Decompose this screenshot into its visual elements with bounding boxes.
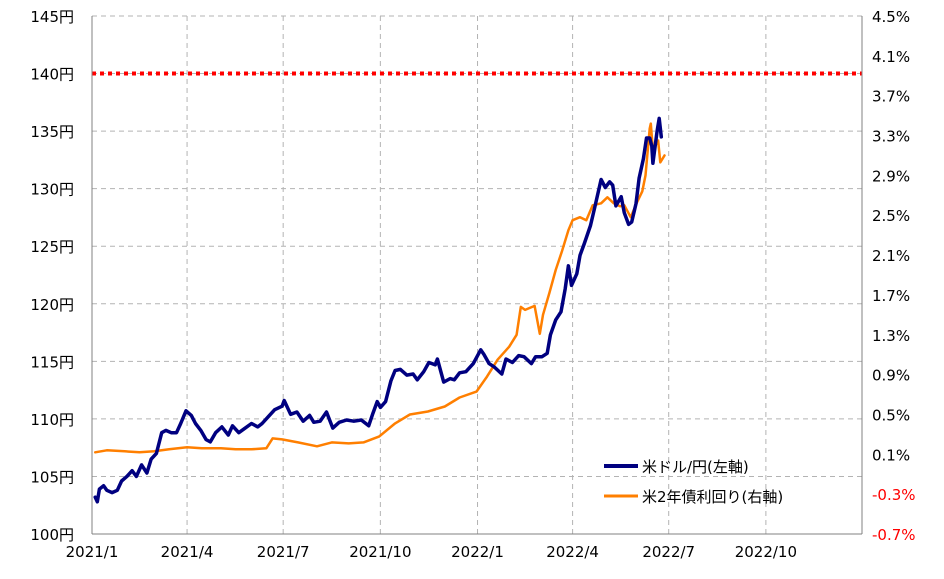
left-tick-label: 130円 xyxy=(30,181,74,199)
x-tick-label: 2022/7 xyxy=(642,543,695,561)
right-tick-label: 0.5% xyxy=(872,406,910,424)
right-tick-label: 0.1% xyxy=(872,446,910,464)
left-tick-label: 115円 xyxy=(30,353,74,371)
right-tick-label: 4.5% xyxy=(872,8,910,26)
x-tick-label: 2021/4 xyxy=(161,543,214,561)
x-tick-label: 2022/10 xyxy=(735,543,797,561)
x-tick-label: 2022/4 xyxy=(546,543,599,561)
series-line-us2y xyxy=(93,122,666,454)
right-tick-label: 3.7% xyxy=(872,88,910,106)
right-tick-label: 1.7% xyxy=(872,287,910,305)
x-tick-label: 2021/7 xyxy=(257,543,310,561)
legend: 米ドル/円(左軸) 米2年債利回り(右軸) xyxy=(604,458,783,506)
legend-label: 米ドル/円(左軸) xyxy=(642,458,749,476)
left-tick-label: 145円 xyxy=(30,8,74,26)
right-tick-label: 4.1% xyxy=(872,48,910,66)
left-axis-ticks: 145円 140円 135円 130円 125円 120円 115円 110円 105円 100円 xyxy=(30,8,74,544)
left-tick-label: 135円 xyxy=(30,123,74,141)
axes xyxy=(91,16,863,535)
left-tick-label: 140円 xyxy=(30,66,74,84)
x-tick-label: 2021/1 xyxy=(66,543,119,561)
right-tick-label: -0.3% xyxy=(872,486,916,504)
right-tick-label: -0.7% xyxy=(872,526,916,544)
series-group xyxy=(93,116,666,504)
x-axis-ticks: 2021/1 2021/4 2021/7 2021/10 2022/1 2022/4 202… xyxy=(66,543,797,561)
right-tick-label: 0.9% xyxy=(872,367,910,385)
x-tick-label: 2021/10 xyxy=(349,543,411,561)
series-line-usdjpy xyxy=(93,116,664,504)
right-tick-label: 2.1% xyxy=(872,247,910,265)
x-tick-label: 2022/1 xyxy=(451,543,504,561)
left-tick-label: 100円 xyxy=(30,526,74,544)
right-axis-ticks: 4.5% 4.1% 3.7% 3.3% 2.9% 2.5% 2.1% 1.7% 1.3% 0.9%… xyxy=(872,8,916,544)
left-tick-label: 125円 xyxy=(30,238,74,256)
left-tick-label: 110円 xyxy=(30,411,74,429)
right-tick-label: 3.3% xyxy=(872,128,910,146)
right-tick-label: 1.3% xyxy=(872,327,910,345)
right-tick-label: 2.9% xyxy=(872,167,910,185)
left-tick-label: 120円 xyxy=(30,296,74,314)
right-tick-label: 2.5% xyxy=(872,207,910,225)
left-tick-label: 105円 xyxy=(30,468,74,486)
legend-label: 米2年債利回り(右軸) xyxy=(642,488,783,506)
